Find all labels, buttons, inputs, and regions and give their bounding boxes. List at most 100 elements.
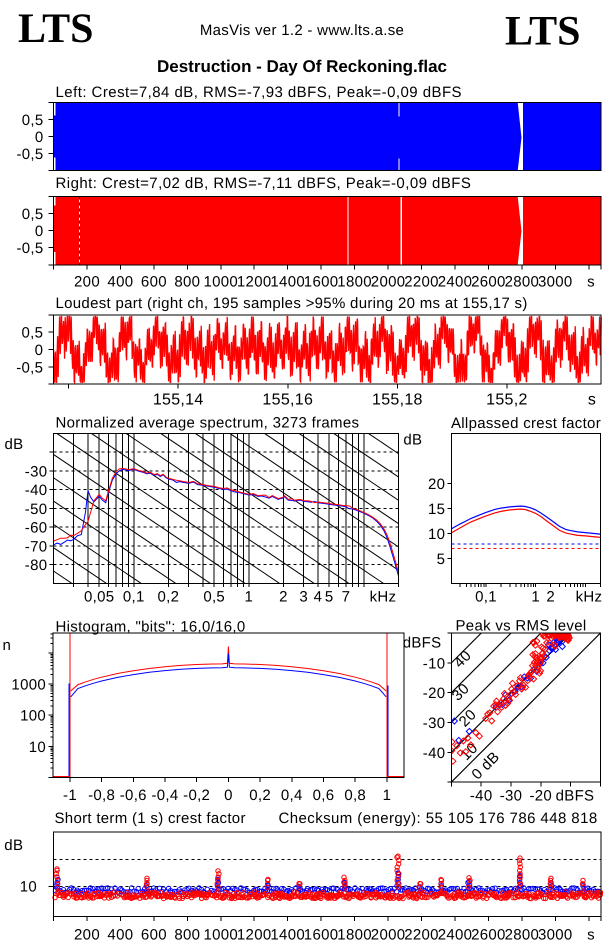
svg-text:-0,5: -0,5 [16, 359, 43, 376]
svg-text:0,5: 0,5 [22, 206, 44, 223]
svg-text:1000: 1000 [204, 926, 239, 943]
svg-text:2400: 2400 [438, 926, 473, 943]
svg-text:800: 800 [174, 926, 200, 943]
svg-text:200: 200 [74, 926, 100, 943]
svg-text:dBFS: dBFS [556, 788, 595, 805]
svg-text:-0,5: -0,5 [16, 146, 43, 163]
svg-text:1: 1 [244, 589, 253, 606]
svg-text:-20: -20 [423, 685, 446, 702]
svg-text:0,6: 0,6 [313, 787, 335, 804]
svg-text:3000: 3000 [538, 274, 573, 291]
svg-text:2800: 2800 [505, 926, 540, 943]
svg-text:5: 5 [325, 589, 334, 606]
svg-text:1600: 1600 [304, 926, 339, 943]
svg-text:0,4: 0,4 [281, 787, 303, 804]
svg-text:1600: 1600 [304, 274, 339, 291]
svg-text:-0,6: -0,6 [120, 787, 147, 804]
svg-text:-70: -70 [25, 538, 48, 555]
svg-text:-50: -50 [25, 501, 48, 518]
svg-text:n: n [3, 637, 12, 654]
svg-text:1000: 1000 [204, 274, 239, 291]
svg-text:1200: 1200 [237, 926, 272, 943]
svg-text:0,8: 0,8 [344, 787, 366, 804]
svg-text:0,1: 0,1 [123, 589, 145, 606]
svg-text:0: 0 [224, 787, 233, 804]
svg-text:0: 0 [35, 129, 44, 146]
svg-text:dB: dB [5, 436, 24, 453]
svg-text:3: 3 [299, 589, 308, 606]
svg-text:1200: 1200 [237, 274, 272, 291]
svg-text:s: s [588, 392, 596, 409]
svg-text:7: 7 [342, 589, 351, 606]
svg-text:20: 20 [428, 476, 445, 493]
svg-text:600: 600 [141, 926, 167, 943]
svg-text:-20: -20 [530, 788, 553, 805]
svg-text:0: 0 [35, 223, 44, 240]
svg-text:2200: 2200 [404, 274, 439, 291]
svg-text:Allpassed crest factor: Allpassed crest factor [451, 415, 601, 432]
svg-text:-10: -10 [423, 655, 446, 672]
svg-text:dB: dB [4, 837, 23, 854]
svg-text:155,18: 155,18 [372, 392, 423, 409]
svg-text:Checksum (energy): 55 105 176: Checksum (energy): 55 105 176 786 448 81… [279, 810, 598, 827]
svg-text:-0,2: -0,2 [183, 787, 210, 804]
svg-text:-30: -30 [500, 788, 523, 805]
svg-text:0: 0 [35, 342, 44, 359]
svg-text:0,2: 0,2 [249, 787, 271, 804]
svg-text:2600: 2600 [471, 274, 506, 291]
svg-text:200: 200 [74, 274, 100, 291]
svg-text:1: 1 [531, 589, 540, 606]
svg-text:-80: -80 [25, 557, 48, 574]
svg-text:-40: -40 [25, 482, 48, 499]
svg-text:Short term (1 s) crest factor: Short term (1 s) crest factor [55, 810, 246, 827]
svg-text:s: s [587, 274, 595, 291]
svg-text:LTS: LTS [505, 9, 581, 55]
svg-text:0,05: 0,05 [84, 589, 114, 606]
svg-text:-40: -40 [423, 745, 446, 762]
svg-text:Loudest part (right ch, 195 sa: Loudest part (right ch, 195 samples >95%… [56, 295, 528, 312]
svg-text:15: 15 [428, 501, 445, 518]
svg-text:10: 10 [428, 526, 445, 543]
svg-text:2200: 2200 [404, 926, 439, 943]
svg-text:-40: -40 [470, 788, 493, 805]
svg-text:kHz: kHz [576, 589, 603, 606]
svg-text:s: s [587, 926, 595, 943]
svg-text:1400: 1400 [270, 926, 305, 943]
svg-text:Peak vs RMS level: Peak vs RMS level [456, 618, 587, 635]
svg-text:dB: dB [403, 432, 422, 449]
svg-text:2800: 2800 [505, 274, 540, 291]
svg-text:155,16: 155,16 [262, 392, 313, 409]
svg-text:1000: 1000 [11, 677, 46, 694]
svg-text:Destruction - Day Of Reckoning: Destruction - Day Of Reckoning.flac [157, 57, 447, 76]
svg-text:0,5: 0,5 [22, 112, 44, 129]
svg-text:155,2: 155,2 [486, 392, 528, 409]
svg-text:-0,4: -0,4 [151, 787, 178, 804]
svg-text:4: 4 [314, 589, 323, 606]
svg-text:Histogram, "bits": 16,0/16,0: Histogram, "bits": 16,0/16,0 [56, 619, 246, 636]
svg-text:0,5: 0,5 [203, 589, 225, 606]
svg-text:-1: -1 [63, 787, 77, 804]
svg-text:Left: Crest=7,84 dB, RMS=-7,93: Left: Crest=7,84 dB, RMS=-7,93 dBFS, Pea… [56, 84, 463, 101]
svg-text:2000: 2000 [371, 926, 406, 943]
svg-text:1800: 1800 [337, 274, 372, 291]
svg-text:155,14: 155,14 [153, 392, 204, 409]
svg-text:400: 400 [107, 926, 133, 943]
svg-text:-0,8: -0,8 [88, 787, 115, 804]
svg-text:-0,5: -0,5 [16, 240, 43, 257]
svg-text:dBFS: dBFS [403, 635, 442, 652]
svg-text:-60: -60 [25, 520, 48, 537]
svg-text:10: 10 [20, 879, 37, 896]
svg-text:10: 10 [29, 739, 46, 756]
svg-text:100: 100 [20, 708, 46, 725]
svg-text:0,5: 0,5 [22, 325, 44, 342]
svg-text:2: 2 [279, 589, 288, 606]
svg-text:5: 5 [437, 551, 446, 568]
svg-text:1400: 1400 [270, 274, 305, 291]
svg-text:2400: 2400 [438, 274, 473, 291]
svg-text:LTS: LTS [18, 6, 94, 52]
svg-text:2600: 2600 [471, 926, 506, 943]
svg-text:0,1: 0,1 [475, 589, 497, 606]
svg-text:-30: -30 [423, 715, 446, 732]
svg-text:400: 400 [107, 274, 133, 291]
svg-text:0,2: 0,2 [158, 589, 180, 606]
